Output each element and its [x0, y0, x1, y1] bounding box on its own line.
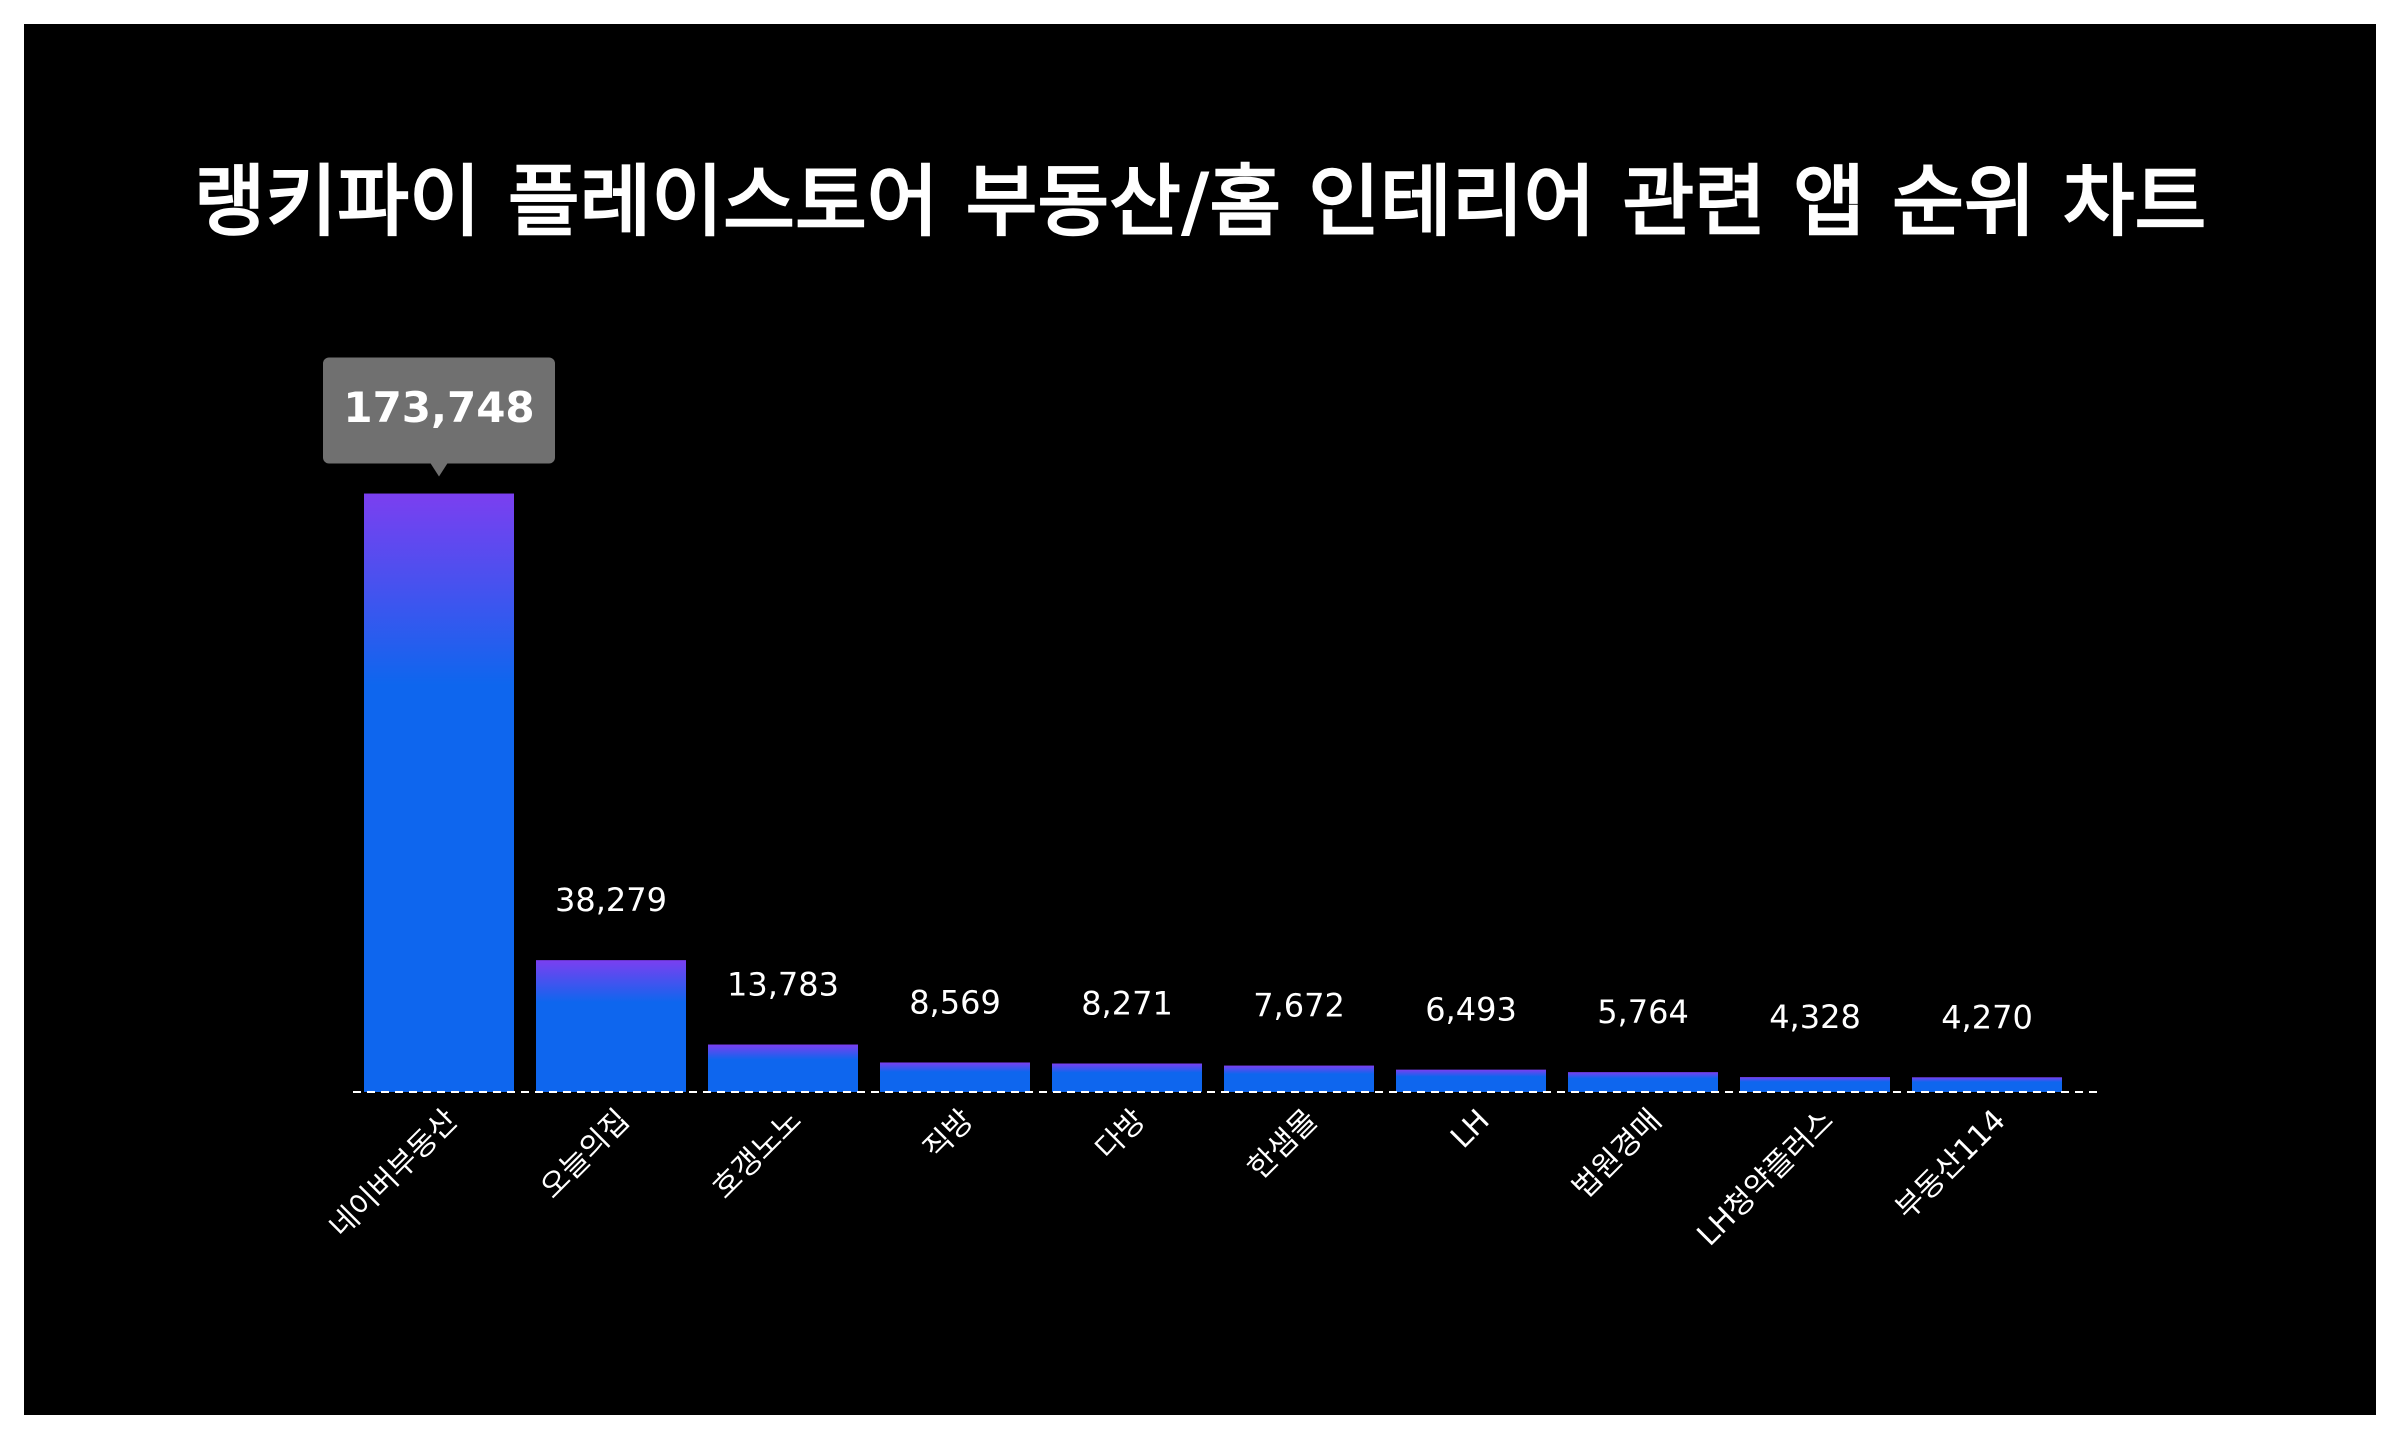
value-label: 5,764	[1597, 993, 1689, 1031]
chart-title: 랭키파이 플레이스토어 부동산/홈 인테리어 관련 앱 순위 차트	[194, 157, 2207, 247]
tooltip-box	[323, 357, 555, 464]
value-label: 8,271	[1081, 985, 1173, 1023]
value-label: 4,270	[1941, 998, 2033, 1036]
value-label: 13,783	[727, 966, 839, 1004]
bar	[1568, 1072, 1718, 1092]
bar	[708, 1044, 858, 1092]
bar	[536, 960, 686, 1092]
value-label: 6,493	[1425, 991, 1517, 1029]
bar	[880, 1062, 1030, 1092]
bar	[1912, 1077, 2062, 1092]
tooltip-label: 173,748	[343, 383, 534, 432]
tooltip-pointer	[430, 462, 448, 477]
bar	[1740, 1077, 1890, 1092]
bar	[1052, 1063, 1202, 1092]
value-label: 8,569	[909, 983, 1001, 1021]
value-label: 38,279	[555, 881, 667, 919]
bar	[364, 493, 514, 1092]
bar	[1224, 1065, 1374, 1092]
value-label: 7,672	[1253, 987, 1345, 1025]
bar	[1396, 1069, 1546, 1092]
value-label: 4,328	[1769, 998, 1861, 1036]
